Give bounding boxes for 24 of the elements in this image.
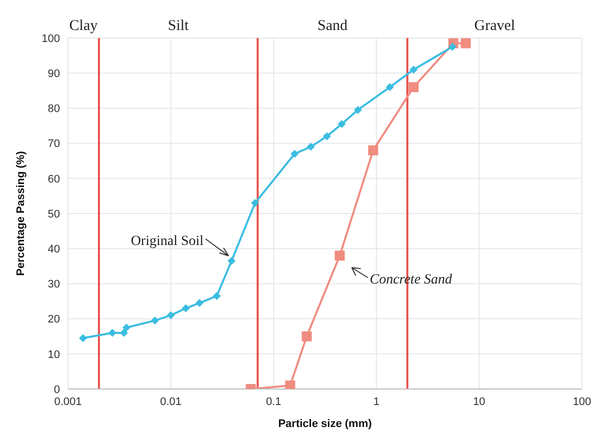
x-tick-label: 0.1 [266,396,282,408]
y-tick-label: 90 [48,68,60,80]
y-tick-label: 100 [42,32,60,45]
y-tick-label: 80 [48,103,60,116]
y-tick-label: 40 [48,244,60,256]
y-tick-label: 10 [48,348,60,361]
y-tick-label: 0 [54,384,60,396]
text: Sand [318,18,348,34]
x-tick-label: 100 [572,396,592,408]
y-tick-label: 20 [48,314,60,326]
text: Silt [168,18,190,34]
x-tick-label: 0.001 [54,396,82,408]
y-tick-label: 30 [48,278,60,291]
y-axis-title: Percentage Passing (%) [14,150,27,276]
annotation: Original Soil [130,234,204,249]
x-tick-label: 0.01 [160,396,182,408]
text: Clay [69,18,98,34]
y-tick-label: 50 [48,208,60,220]
y-tick-label: 70 [48,138,60,150]
x-axis-title: Particle size (mm) [278,418,372,430]
y-tick-label: 60 [48,173,60,186]
x-tick-label: 1 [373,396,380,408]
x-tick-label: 10 [473,396,486,408]
text: Gravel [474,18,516,34]
